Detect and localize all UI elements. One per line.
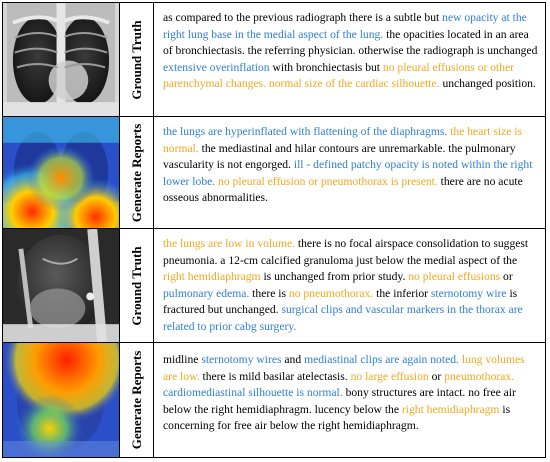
seg: no pleural effusions or other parenchyma… (163, 60, 515, 91)
seg: midline (163, 353, 202, 366)
seg: or (500, 270, 513, 284)
row-label-text: Ground Truth (128, 245, 144, 326)
seg: the opacities located in an area of bron… (163, 27, 538, 58)
xray-lateral-heatmap-image (3, 343, 120, 457)
row-label: Ground Truth (120, 229, 154, 342)
seg: no pleural effusion or pneumothorax is p… (218, 174, 438, 188)
seg: normal size of the cardiac silhouette. (268, 77, 440, 91)
seg: the inferior (373, 286, 431, 300)
seg: right hemidiaphragm (401, 402, 500, 416)
seg: there are no acute osseous abnormalities… (163, 174, 523, 205)
seg: is fractured but unchanged. (163, 286, 518, 317)
seg: there is (249, 286, 289, 300)
seg: sternotomy wire (430, 286, 507, 300)
xray-heatmap-image (3, 117, 120, 228)
seg: the mediastinal and hilar contours are u… (163, 141, 516, 172)
seg: with bronchiectasis but (269, 60, 383, 74)
seg: cardiomediastinal silhouette is normal. (163, 386, 343, 400)
report-text: the lungs are hyperinflated with flatten… (154, 117, 545, 228)
row-label: Generate Reports (120, 343, 154, 457)
report-text: midline sternotomy wires and mediastinal… (154, 343, 545, 457)
seg: pneumothorax. (444, 369, 515, 383)
seg: the lungs are hyperinflated with flatten… (163, 125, 448, 138)
seg: mediastinal clips are again noted. (304, 353, 459, 366)
xray-lateral-image (3, 229, 120, 342)
xray-frontal-image (3, 3, 120, 116)
seg: the lungs are low in volume. (163, 237, 296, 250)
row-generate-reports-2: Generate Reports midline sternotomy wire… (3, 343, 545, 457)
seg: no pneumothorax. (288, 286, 374, 300)
seg: and (281, 353, 305, 366)
seg: right hemidiaphragm (163, 270, 261, 284)
row-ground-truth-1: Ground Truth as compared to the previous… (3, 3, 545, 117)
seg: extensive overinflation (163, 60, 270, 74)
row-generate-reports-1: Generate Reports the lungs are hyperinfl… (3, 117, 545, 229)
row-ground-truth-2: Ground Truth the lungs are low in volume… (3, 229, 545, 343)
seg: surgical clips and vascular markers in t… (163, 303, 523, 333)
seg: there is no focal airspace consolidation… (163, 237, 529, 267)
row-label-text: Generate Reports (128, 123, 144, 222)
seg: bony structures are intact. no free air … (163, 386, 516, 416)
report-comparison-figure: Ground Truth as compared to the previous… (2, 2, 546, 458)
seg: sternotomy wires (201, 353, 282, 366)
seg: unchanged position. (439, 77, 536, 91)
seg: no pleural effusions (408, 270, 501, 284)
seg: the heart size is normal. (163, 125, 522, 155)
seg: is concerning for free air below the rig… (163, 402, 511, 433)
seg: is unchanged from prior study. (260, 270, 409, 284)
row-label-text: Ground Truth (128, 19, 144, 100)
seg: no large effusion (350, 369, 429, 383)
row-label: Ground Truth (120, 3, 154, 116)
seg: new opacity at the right lung base in th… (163, 11, 527, 41)
seg: ill - defined patchy opacity is noted wi… (163, 158, 533, 188)
seg: lung volumes are low. (163, 353, 525, 383)
seg: there is mild basilar atelectasis. (199, 369, 351, 383)
seg: pulmonary edema. (163, 286, 250, 300)
row-label: Generate Reports (120, 117, 154, 228)
report-text: the lungs are low in volume. there is no… (154, 229, 545, 342)
seg: as compared to the previous radiograph t… (163, 11, 443, 24)
report-text: as compared to the previous radiograph t… (154, 3, 545, 116)
seg: or (428, 369, 445, 383)
row-label-text: Generate Reports (128, 350, 144, 450)
